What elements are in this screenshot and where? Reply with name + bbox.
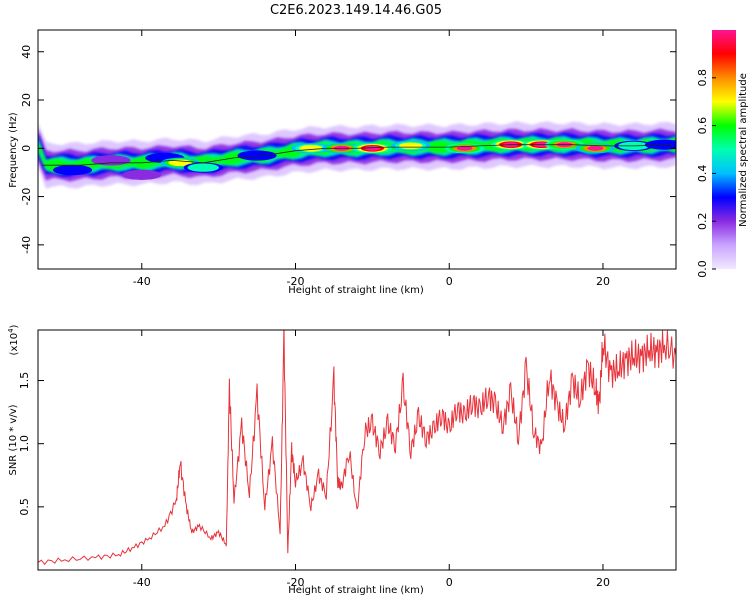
snr-x-label: Height of straight line (km): [288, 585, 424, 596]
spectrogram-blob: [399, 142, 423, 150]
spectrogram-blob: [587, 145, 604, 151]
colorbar-ticks: 0.0 0.2 0.4 0.6 0.8: [696, 69, 716, 278]
colorbar-tick-label: 0.0: [696, 260, 709, 278]
spectrogram-x-label: Height of straight line (km): [288, 285, 424, 296]
spectrogram-blob: [187, 163, 219, 172]
spectrogram-y-tick-label: -40: [20, 236, 33, 254]
snr-series-line: [38, 330, 676, 566]
spectrogram-y-tick-label: 0: [20, 145, 33, 152]
spectrogram-blob: [122, 169, 162, 180]
spectrogram-x-ticks: -40 -20 0 20: [133, 30, 610, 288]
spectrogram-blob: [237, 150, 277, 161]
snr-y-ticks: 0.5 1.0 1.5: [18, 372, 676, 516]
snr-x-tick-label: 20: [596, 576, 610, 589]
spectrogram-blob: [456, 145, 473, 151]
spectrogram-y-label: Frequency (Hz): [8, 112, 19, 188]
colorbar-tick-label: 0.4: [696, 165, 709, 183]
spectrogram-blob: [52, 164, 93, 176]
spectrogram-y-ticks: -40 -20 0 20 40: [20, 45, 676, 254]
snr-y-tick-label: 1.5: [18, 372, 31, 390]
colorbar-bar: [712, 30, 736, 269]
snr-y-unit-base: (x10: [9, 333, 20, 356]
snr-x-ticks: -40 -20 0 20: [133, 330, 610, 589]
spectrogram-y-tick-label: 20: [20, 93, 33, 107]
snr-y-unit: (x104): [7, 324, 20, 355]
snr-y-unit-exponent: 4: [7, 328, 15, 333]
spectrogram-ridge-line: [41, 144, 673, 166]
spectrogram-x-tick-label: 0: [446, 275, 453, 288]
colorbar-tick-label: 0.2: [696, 212, 709, 230]
spectrogram-panel: -40 -20 0 20 -40 -20 0 20 40 Height of straight…: [8, 29, 677, 296]
snr-frame: [37, 329, 677, 571]
snr-x-tick-label: 0: [446, 576, 453, 589]
snr-panel: -40 -20 0 20 0.5 1.0 1.5 Height of straight l…: [7, 324, 677, 596]
snr-y-tick-label: 0.5: [18, 498, 31, 516]
snr-x-tick-label: -20: [287, 576, 305, 589]
snr-y-tick-label: 1.0: [18, 435, 31, 453]
spectrogram-x-tick-label: -20: [287, 275, 305, 288]
spectrogram-blob: [299, 144, 323, 152]
spectrogram-blob: [364, 145, 381, 151]
spectrogram-y-tick-label: -20: [20, 188, 33, 206]
colorbar-label: Normalized spectral amplitude: [738, 73, 749, 227]
spectrogram-image: [38, 121, 676, 189]
spectrogram-x-tick-label: -40: [133, 275, 151, 288]
spectrogram-frame: [37, 29, 677, 270]
colorbar: 0.0 0.2 0.4 0.6 0.8 Normalized spectral ampl…: [696, 30, 749, 278]
figure-title: C2E6.2023.149.14.46.G05: [270, 3, 442, 18]
spectrogram-y-tick-label: 40: [20, 45, 33, 59]
snr-y-label: SNR (10 * v/v): [8, 404, 19, 475]
snr-y-unit-close: ): [9, 324, 20, 328]
snr-line-layer: [38, 330, 676, 566]
spectrogram-x-tick-label: 20: [596, 275, 610, 288]
snr-x-tick-label: -40: [133, 576, 151, 589]
colorbar-tick-label: 0.8: [696, 69, 709, 87]
colorbar-tick-label: 0.6: [696, 117, 709, 135]
